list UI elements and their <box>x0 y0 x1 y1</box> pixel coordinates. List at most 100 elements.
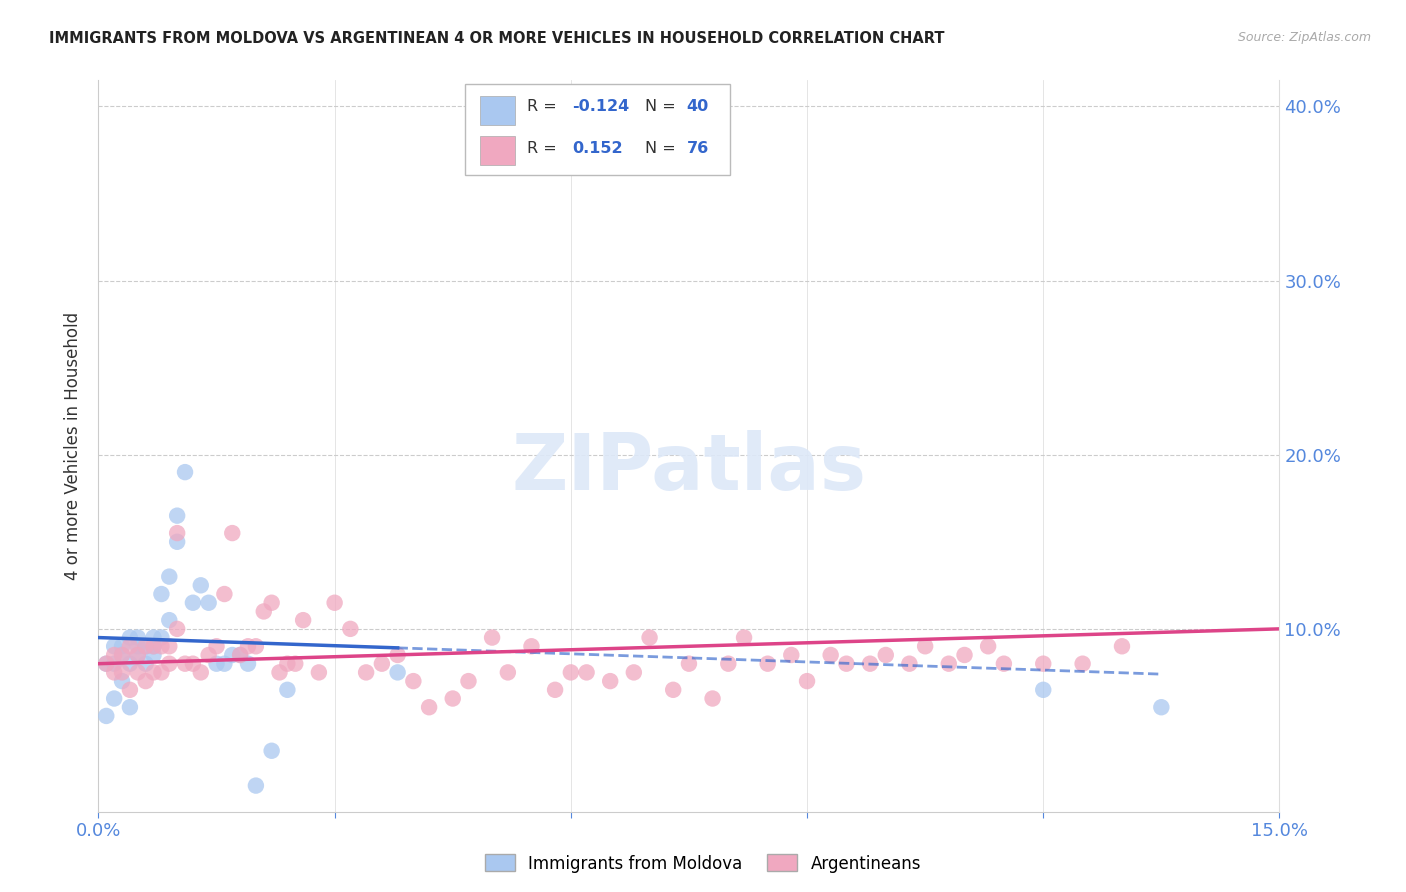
Point <box>118 682 141 697</box>
Point <box>157 657 180 671</box>
Point <box>457 674 479 689</box>
Point <box>575 665 598 680</box>
Point <box>914 640 936 654</box>
Point <box>96 657 118 671</box>
Point <box>387 648 409 662</box>
Point <box>245 779 267 793</box>
Point <box>150 665 173 680</box>
Point <box>1111 640 1133 654</box>
Point <box>875 648 897 662</box>
Point <box>142 648 165 662</box>
Point <box>181 596 204 610</box>
Point <box>678 657 700 671</box>
Point <box>111 674 134 689</box>
Bar <box>479 136 516 165</box>
Point <box>1032 657 1054 671</box>
Point <box>339 622 361 636</box>
Text: 40: 40 <box>686 99 709 114</box>
Point <box>181 657 204 671</box>
Point <box>229 648 252 662</box>
Point <box>118 700 141 714</box>
Point <box>190 578 212 592</box>
Point <box>150 587 173 601</box>
Point <box>733 631 755 645</box>
Point <box>859 657 882 671</box>
Point <box>142 631 165 645</box>
Point <box>260 744 283 758</box>
Point <box>1032 682 1054 697</box>
Point <box>190 665 212 680</box>
Point <box>127 648 149 662</box>
Point <box>717 657 740 671</box>
Point <box>157 613 180 627</box>
Point <box>245 640 267 654</box>
Point <box>111 665 134 680</box>
Point <box>205 657 228 671</box>
Point <box>938 657 960 671</box>
Point <box>127 640 149 654</box>
Point <box>354 665 377 680</box>
Point <box>135 657 157 671</box>
Point <box>111 640 134 654</box>
Point <box>599 674 621 689</box>
Point <box>276 682 298 697</box>
Point <box>157 640 180 654</box>
Point <box>229 648 252 662</box>
Point <box>236 640 259 654</box>
Text: 76: 76 <box>686 141 709 156</box>
Point <box>197 648 219 662</box>
Point <box>103 665 125 680</box>
Text: -0.124: -0.124 <box>572 99 630 114</box>
Point <box>780 648 803 662</box>
Legend: Immigrants from Moldova, Argentineans: Immigrants from Moldova, Argentineans <box>478 847 928 880</box>
Point <box>544 682 567 697</box>
Point <box>702 691 724 706</box>
Point <box>111 648 134 662</box>
Point <box>127 648 149 662</box>
Point <box>214 587 236 601</box>
Point <box>127 631 149 645</box>
Point <box>371 657 394 671</box>
Point <box>796 674 818 689</box>
Text: N =: N = <box>645 99 681 114</box>
Point <box>953 648 976 662</box>
Point <box>418 700 440 714</box>
Point <box>96 709 118 723</box>
Y-axis label: 4 or more Vehicles in Household: 4 or more Vehicles in Household <box>65 312 83 580</box>
Point <box>284 657 307 671</box>
Point <box>214 657 236 671</box>
Point <box>441 691 464 706</box>
Point <box>993 657 1015 671</box>
Point <box>496 665 519 680</box>
Point <box>402 674 425 689</box>
Point <box>520 640 543 654</box>
Point <box>898 657 921 671</box>
Point <box>1150 700 1173 714</box>
Point <box>221 526 243 541</box>
Point <box>292 613 315 627</box>
Point <box>174 657 197 671</box>
Point <box>166 526 188 541</box>
Point <box>103 640 125 654</box>
Text: R =: R = <box>527 99 562 114</box>
Point <box>166 534 188 549</box>
Point <box>103 657 125 671</box>
Point <box>135 640 157 654</box>
Point <box>118 657 141 671</box>
Point <box>96 657 118 671</box>
Point <box>135 674 157 689</box>
Point <box>118 640 141 654</box>
Point <box>662 682 685 697</box>
Point <box>118 631 141 645</box>
Point <box>253 604 276 618</box>
Point <box>127 665 149 680</box>
Point <box>174 465 197 479</box>
Point <box>142 640 165 654</box>
Text: 0.152: 0.152 <box>572 141 623 156</box>
Point <box>236 657 259 671</box>
Point <box>481 631 503 645</box>
Text: ZIPatlas: ZIPatlas <box>512 430 866 506</box>
Point <box>166 622 188 636</box>
Point <box>638 631 661 645</box>
FancyBboxPatch shape <box>464 84 730 176</box>
